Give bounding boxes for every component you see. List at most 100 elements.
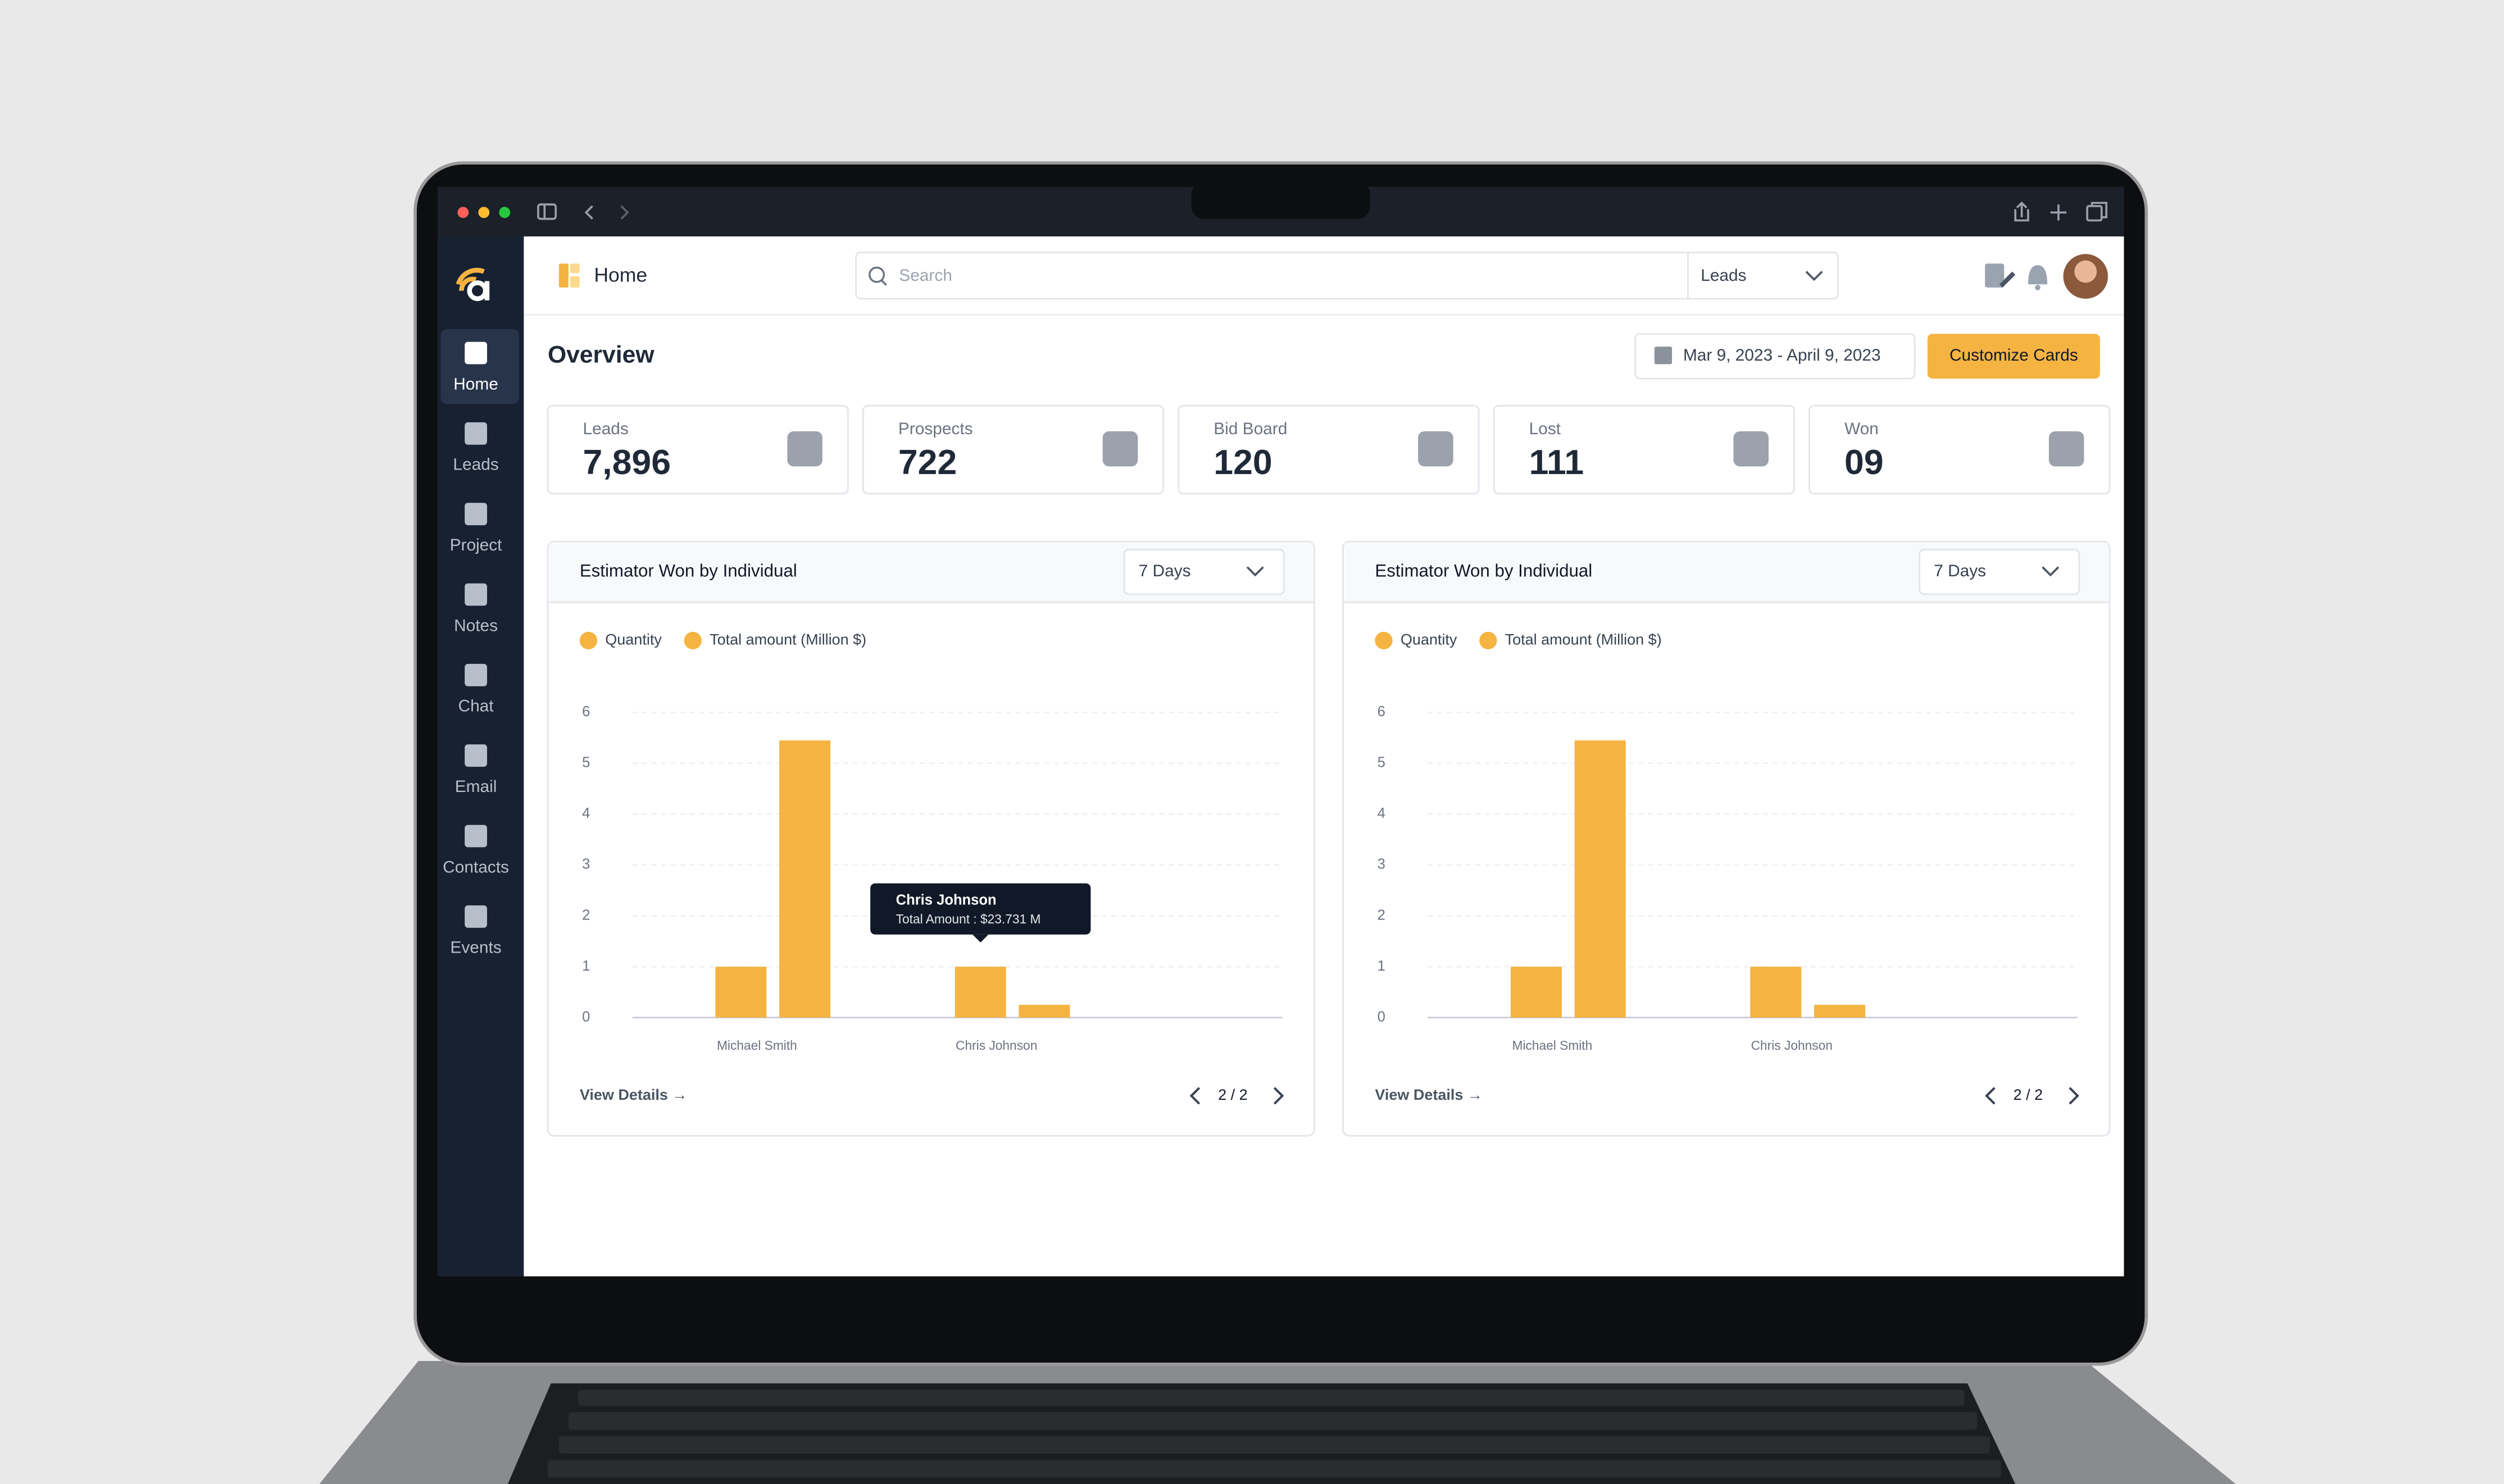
nav-label[interactable]: Notes [454,616,498,635]
keyboard [507,1383,2016,1484]
date-range: Mar 9, 2023 - April 9, 2023 [1683,346,1881,365]
search-placeholder: Search [899,266,952,285]
bar[interactable] [955,967,1006,1018]
stat-icon [1102,431,1138,467]
bar[interactable] [715,967,767,1018]
nav-label[interactable]: Events [450,939,501,957]
nav-label[interactable]: Email [455,777,497,796]
customize-button[interactable] [1927,334,2100,379]
chart-title: Estimator Won by Individual [580,561,797,580]
calendar-icon [1654,347,1673,365]
y-tick-label: 6 [582,704,590,720]
y-tick-label: 2 [1378,907,1385,923]
stat-icon [1733,431,1769,467]
view-details[interactable]: View Details → [1375,1086,1483,1103]
search-scope[interactable]: Leads [1701,266,1746,285]
avatar-face [2074,260,2097,283]
next-page[interactable] [1273,1087,1284,1105]
x-tick-label: Michael Smith [1512,1038,1593,1053]
nav-icon [465,503,487,526]
view-details[interactable]: View Details → [580,1086,688,1103]
x-tick-label: Chris Johnson [956,1038,1037,1053]
nav-label[interactable]: Contacts [443,858,509,876]
chart-title: Estimator Won by Individual [1375,561,1592,580]
y-tick-label: 1 [1378,958,1385,974]
nav-icon [465,663,487,686]
period-dropdown[interactable] [1919,548,2080,595]
nav-active [440,329,519,404]
nav-icon [465,583,487,606]
chart-panel [1342,540,2111,1137]
legend-label[interactable]: Total amount (Million $) [1505,631,1662,648]
bar[interactable] [1750,967,1802,1018]
stat-icon [1418,431,1453,467]
window-zoom[interactable] [499,207,511,218]
nav-icon [465,342,487,365]
next-page[interactable] [2069,1087,2079,1105]
stat-label: Bid Board [1214,420,1287,438]
nav-label[interactable]: Leads [453,456,498,474]
stat-value: 120 [1214,443,1272,482]
search-icon-handle [880,279,887,286]
customize-button-label[interactable]: Customize Cards [1949,346,2078,365]
chart-panel [547,540,1315,1137]
bar[interactable] [1814,1004,1866,1018]
search-box[interactable] [855,251,1839,300]
stat-icon [2048,431,2084,467]
period-label[interactable]: 7 Days [1934,562,1986,580]
stat-label: Lost [1529,420,1561,438]
bar[interactable] [1019,1004,1070,1018]
y-tick-label: 2 [582,907,590,923]
stat-value: 722 [898,443,957,482]
period-dropdown[interactable] [1123,548,1285,595]
legend-label[interactable]: Quantity [605,631,662,648]
legend-label[interactable]: Quantity [1401,631,1457,648]
overview-title: Overview [548,341,655,368]
stat-label: Won [1844,420,1879,438]
y-tick-label: 1 [582,958,590,974]
page-indicator: 2 / 2 [2014,1086,2043,1103]
nav: Home Leads Project Notes Chat Email Contacts Ev… [443,342,509,957]
prev-page[interactable] [1189,1087,1201,1105]
window-minimize[interactable] [478,207,490,218]
stat-value: 09 [1844,443,1884,482]
x-tick-label: Chris Johnson [1751,1038,1833,1053]
stat-label: Prospects [898,420,973,438]
nav-icon [465,422,487,445]
chevron [1246,566,1264,577]
browser-controls [537,201,2108,222]
legend-swatch [684,631,702,650]
x-tick-label: Michael Smith [717,1038,797,1053]
header-icons [1985,263,2048,290]
bar[interactable] [1574,740,1626,1018]
period-label[interactable]: 7 Days [1139,562,1191,580]
y-tick-label: 6 [1378,704,1385,720]
y-tick-label: 5 [582,755,590,771]
y-tick-label: 0 [1378,1009,1385,1025]
keys [547,1390,2001,1478]
tooltip-text: Total Amount : $23.731 M [896,912,1041,926]
y-tick-label: 0 [582,1009,590,1025]
tooltip [870,883,1091,935]
nav-label[interactable]: Home [453,375,498,393]
legend-swatch [1479,631,1497,650]
nav-icon [465,825,487,848]
nav-label[interactable]: Chat [458,697,494,716]
search-icon [869,266,885,283]
date-picker[interactable] [1634,333,1916,380]
prev-page[interactable] [1985,1087,1996,1105]
tooltip-pointer [972,934,989,943]
stat-card [862,404,1165,495]
nav-label[interactable]: Project [450,536,503,554]
y-tick-label: 3 [1378,857,1385,872]
chevron [1805,271,1823,281]
legend-label[interactable]: Total amount (Million $) [710,631,866,648]
y-tick-label: 5 [1378,755,1385,771]
notch [1191,182,1370,219]
bar[interactable] [779,740,831,1018]
window-close[interactable] [457,207,469,218]
bar[interactable] [1510,967,1562,1018]
page-indicator: 2 / 2 [1218,1086,1248,1103]
